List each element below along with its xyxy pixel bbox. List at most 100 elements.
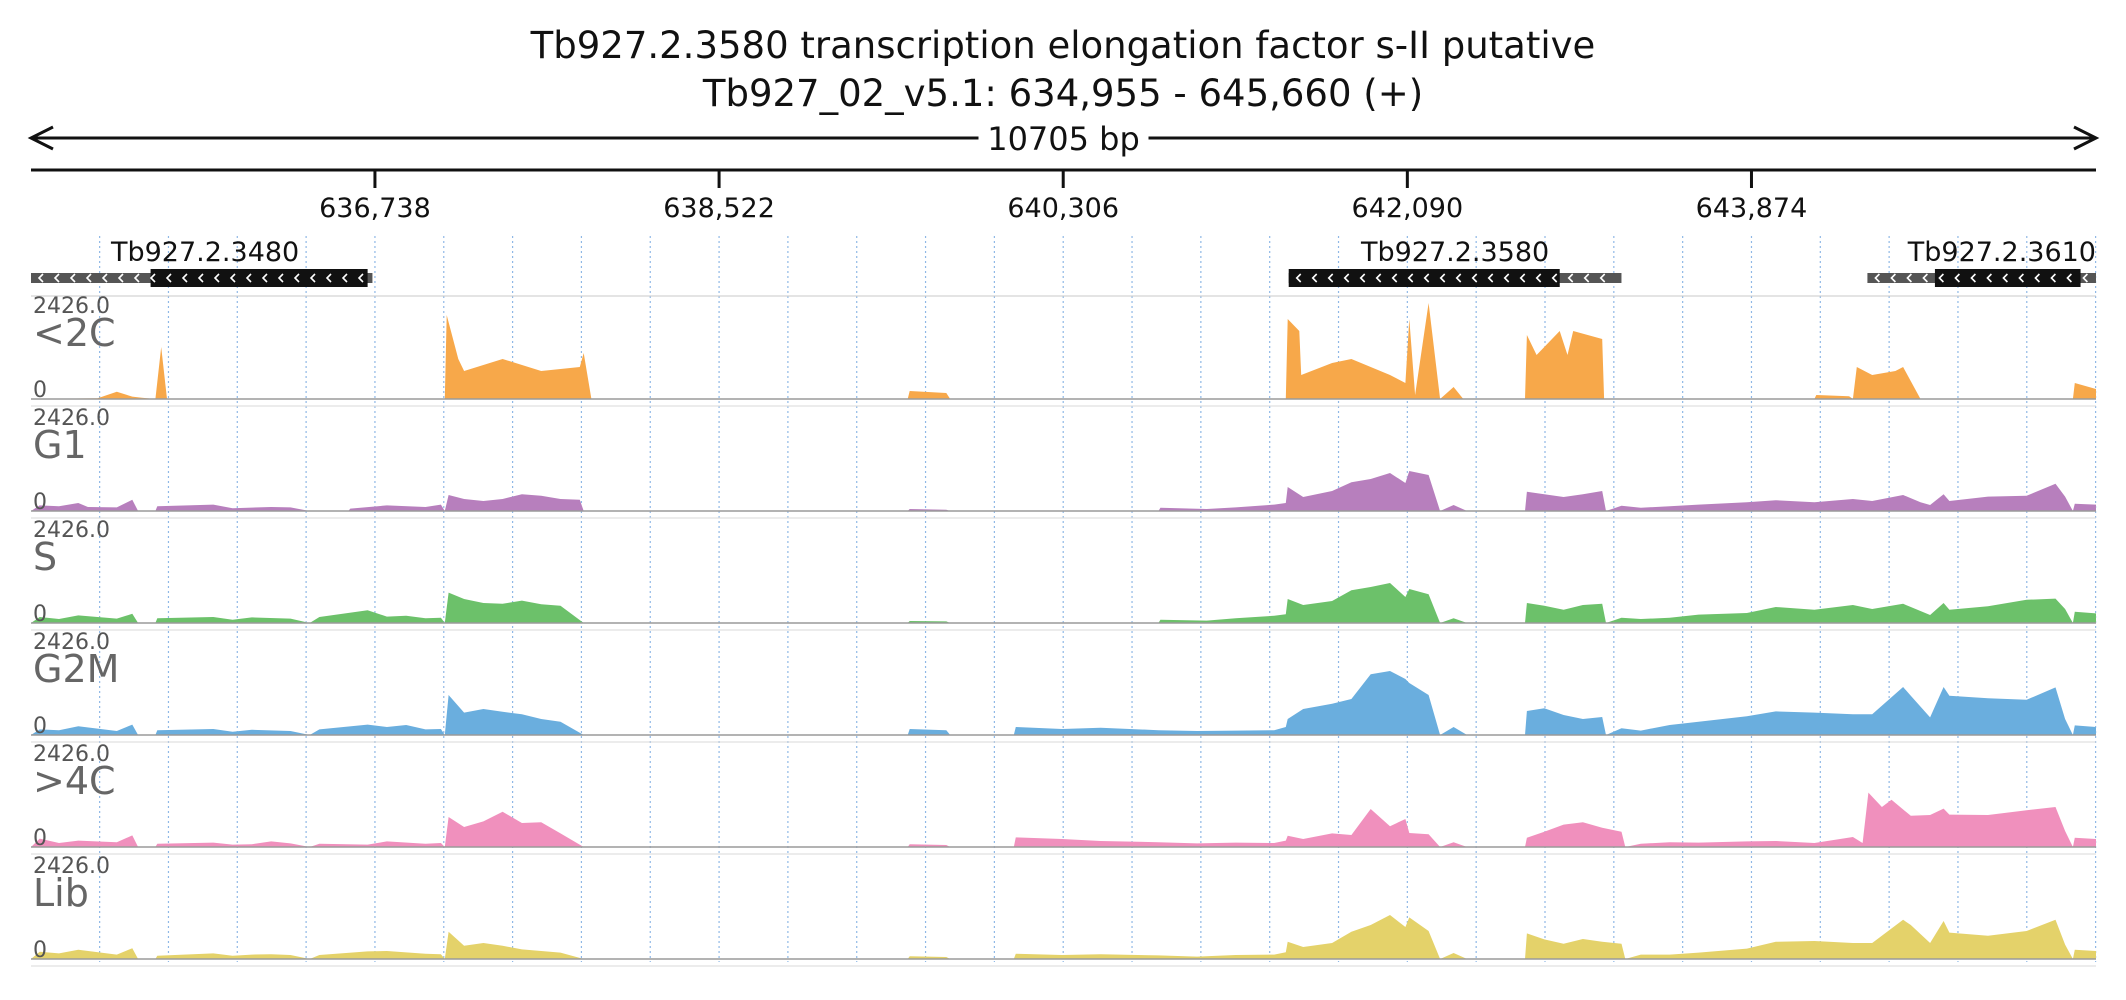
track-ymin-label: 0 bbox=[33, 826, 47, 851]
gene-cds-bar bbox=[1934, 269, 2081, 287]
track-ymax-label: 2426.0 bbox=[33, 742, 110, 767]
strand-chevron-icon bbox=[1986, 273, 1992, 283]
strand-chevron-icon bbox=[1343, 273, 1350, 283]
track-name-label: >4C bbox=[33, 759, 116, 803]
coverage-area bbox=[31, 471, 2096, 511]
strand-chevron-icon bbox=[245, 273, 252, 283]
track-ymin-label: 0 bbox=[33, 938, 47, 963]
strand-chevron-icon bbox=[1519, 273, 1526, 283]
track-ymax-label: 2426.0 bbox=[33, 294, 110, 319]
gene-feature: Tb927.2.3580 bbox=[1288, 237, 1622, 287]
track-ymax-label: 2426.0 bbox=[33, 518, 110, 543]
track-ymin-label: 0 bbox=[33, 490, 47, 515]
strand-chevron-icon bbox=[117, 273, 124, 283]
track-ymin-label: 0 bbox=[33, 602, 47, 627]
strand-chevron-icon bbox=[1551, 273, 1558, 283]
strand-chevron-icon bbox=[1311, 273, 1318, 283]
chart-title: Tb927.2.3580 transcription elongation fa… bbox=[530, 24, 1596, 67]
strand-chevron-icon bbox=[1583, 273, 1590, 283]
strand-chevron-icon bbox=[341, 273, 348, 283]
strand-chevron-icon bbox=[1359, 273, 1366, 283]
strand-chevron-icon bbox=[357, 273, 364, 283]
coordinate-axis: 636,738 638,522 640,306 642,090 643,874 bbox=[31, 168, 2096, 224]
track-name-label: <2C bbox=[33, 311, 116, 355]
coverage-track: 2426.0G1 0 bbox=[31, 406, 2096, 519]
strand-chevron-icon bbox=[1295, 273, 1302, 283]
strand-chevron-icon bbox=[1970, 273, 1976, 283]
strand-chevron-icon bbox=[2082, 273, 2088, 283]
axis-tick-label: 643,874 bbox=[1696, 193, 1808, 224]
coverage-area bbox=[31, 303, 2096, 399]
track-ymin-label: 0 bbox=[33, 378, 47, 403]
track-name-label: S bbox=[33, 535, 57, 579]
chart-subtitle: Tb927_02_v5.1: 634,955 - 645,660 (+) bbox=[702, 72, 1424, 115]
track-ymin-label: 0 bbox=[33, 714, 47, 739]
strand-chevron-icon bbox=[2034, 273, 2040, 283]
strand-chevron-icon bbox=[133, 273, 140, 283]
coverage-area bbox=[31, 915, 2096, 959]
strand-chevron-icon bbox=[2066, 273, 2072, 283]
span-label: 10705 bp bbox=[987, 120, 1140, 158]
axis-tick-label: 636,738 bbox=[319, 193, 431, 224]
coverage-track: 2426.0S 0 bbox=[31, 518, 2096, 631]
coverage-area bbox=[31, 671, 2096, 735]
gene-label: Tb927.2.3610 bbox=[1907, 237, 2096, 268]
track-name-label: G1 bbox=[33, 423, 87, 467]
coverage-area bbox=[31, 792, 2096, 847]
strand-chevron-icon bbox=[1503, 273, 1510, 283]
axis-tick-label: 640,306 bbox=[1007, 193, 1119, 224]
coverage-tracks: 2426.0<2C02426.0G102426.0S02426.0G2M0242… bbox=[31, 294, 2096, 967]
span-arrow-right-icon bbox=[2073, 125, 2100, 151]
strand-chevron-icon bbox=[1439, 273, 1446, 283]
strand-chevron-icon bbox=[37, 273, 44, 283]
strand-chevron-icon bbox=[1375, 273, 1382, 283]
gene-feature: Tb927.2.3610 bbox=[1867, 237, 2096, 287]
strand-chevron-icon bbox=[1567, 273, 1574, 283]
strand-chevron-icon bbox=[149, 273, 156, 283]
strand-chevron-icon bbox=[1954, 273, 1960, 283]
strand-chevron-icon bbox=[53, 273, 60, 283]
track-ymax-label: 2426.0 bbox=[33, 630, 110, 655]
strand-chevron-icon bbox=[197, 273, 204, 283]
strand-chevron-icon bbox=[1890, 273, 1896, 283]
strand-chevron-icon bbox=[1423, 273, 1430, 283]
strand-chevron-icon bbox=[1874, 273, 1880, 283]
strand-chevron-icon bbox=[2018, 273, 2024, 283]
strand-chevron-icon bbox=[293, 273, 300, 283]
strand-chevron-icon bbox=[261, 273, 268, 283]
gene-feature: Tb927.2.3480 bbox=[31, 237, 373, 287]
strand-chevron-icon bbox=[1487, 273, 1494, 283]
strand-chevron-icon bbox=[309, 273, 316, 283]
strand-chevron-icon bbox=[1407, 273, 1414, 283]
gene-label: Tb927.2.3480 bbox=[110, 237, 299, 268]
track-name-label: Lib bbox=[33, 871, 89, 915]
strand-chevron-icon bbox=[1391, 273, 1398, 283]
strand-chevron-icon bbox=[1922, 273, 1928, 283]
grid-lines bbox=[99, 236, 2097, 962]
strand-chevron-icon bbox=[85, 273, 92, 283]
track-ymax-label: 2426.0 bbox=[33, 406, 110, 431]
strand-chevron-icon bbox=[1455, 273, 1462, 283]
strand-chevron-icon bbox=[1938, 273, 1944, 283]
gene-annotation-track: Tb927.2.3480 Tb927.2.3580 Tb927.2.3610 bbox=[31, 237, 2096, 287]
strand-chevron-icon bbox=[213, 273, 220, 283]
strand-chevron-icon bbox=[2050, 273, 2056, 283]
track-name-label: G2M bbox=[33, 647, 119, 691]
strand-chevron-icon bbox=[1906, 273, 1912, 283]
track-ymax-label: 2426.0 bbox=[33, 854, 110, 879]
strand-chevron-icon bbox=[69, 273, 76, 283]
strand-chevron-icon bbox=[1535, 273, 1542, 283]
span-ruler: 10705 bp bbox=[27, 120, 2100, 158]
strand-chevron-icon bbox=[165, 273, 172, 283]
coverage-track: 2426.0<2C 0 bbox=[31, 294, 2096, 407]
coverage-track: 2426.0>4C 0 bbox=[31, 742, 2096, 855]
coverage-area bbox=[31, 583, 2096, 623]
strand-chevron-icon bbox=[277, 273, 284, 283]
gene-label: Tb927.2.3580 bbox=[1360, 237, 1549, 268]
axis-tick-label: 642,090 bbox=[1352, 193, 1464, 224]
span-arrow-left-icon bbox=[27, 125, 54, 151]
strand-chevron-icon bbox=[325, 273, 332, 283]
